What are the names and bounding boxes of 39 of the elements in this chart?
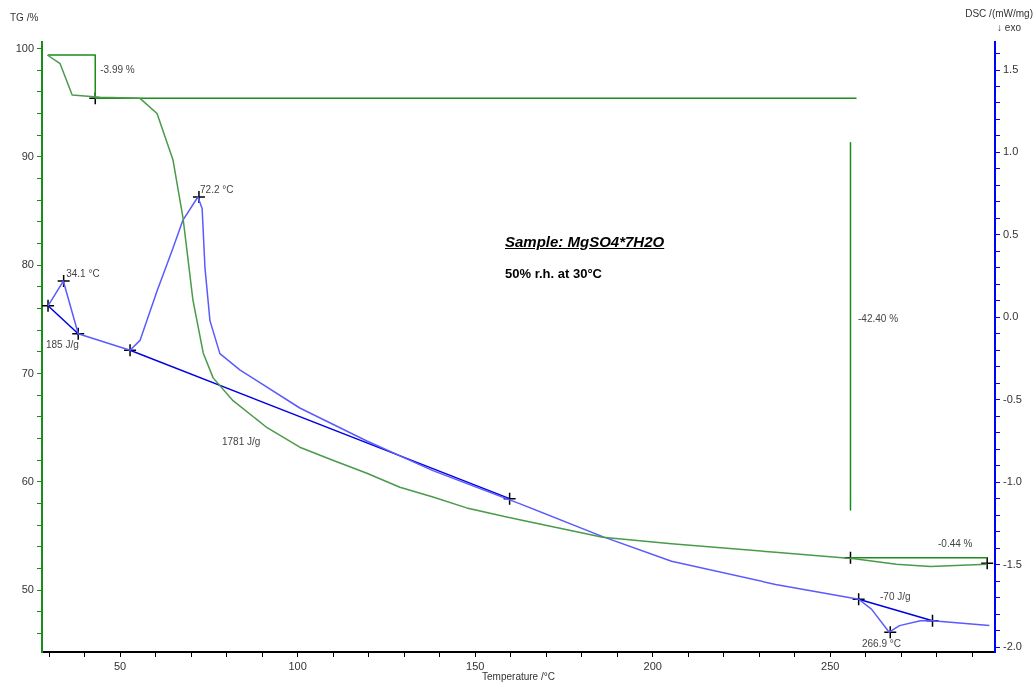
annotation: -3.99 % [100,63,135,75]
x-tick-label: 250 [821,659,840,672]
annotation: -42.40 % [858,313,899,325]
y2-tick-label: 0.0 [1003,310,1019,323]
y2-axis-title: DSC /(mW/mg) ↓ exo [965,7,1033,33]
annotation: 266.9 °C [862,638,902,650]
y2-tick-label: -2.0 [1003,640,1022,653]
annotation: 34.1 °C [66,267,100,279]
point [883,625,898,639]
annotation: 72.2 °C [200,184,234,196]
y-tick-label: 50 [21,583,34,596]
y-axis-title: TG /% [10,11,39,23]
x-tick-label: 200 [643,659,662,672]
x-tick-label: 100 [288,659,307,672]
y-tick-label: 100 [15,41,34,54]
y2-tick-label: -0.5 [1003,392,1022,405]
annotation: -70 J/g [880,591,911,603]
y-tick-label: 60 [21,474,34,487]
annotation: 50% r.h. at 30°C [505,266,602,282]
y-tick-label: 90 [21,149,34,162]
x-tick-label: 150 [466,659,485,672]
annotation: 1781 J/g [222,436,261,448]
y2-tick-label: -1.0 [1003,475,1022,488]
y2-tick-label: 1.5 [1003,63,1019,76]
annotation: 185 J/g [46,339,79,351]
point [123,343,137,358]
y2-tick-label: -1.5 [1003,557,1022,570]
x-tick-label: 50 [113,659,127,672]
point [980,556,994,570]
point [71,327,85,341]
annotation: Sample: MgSO4*7H2O [505,233,665,251]
y-tick-label: 70 [21,366,34,379]
y2-tick-label: 1.0 [1003,145,1019,158]
point [851,592,866,606]
y-tick-label: 80 [21,258,34,271]
point [42,299,55,313]
x-axis-title: Temperature /°C [482,670,555,682]
annotation: -0.44 % [938,538,973,550]
y2-tick-label: 0.5 [1003,227,1019,240]
